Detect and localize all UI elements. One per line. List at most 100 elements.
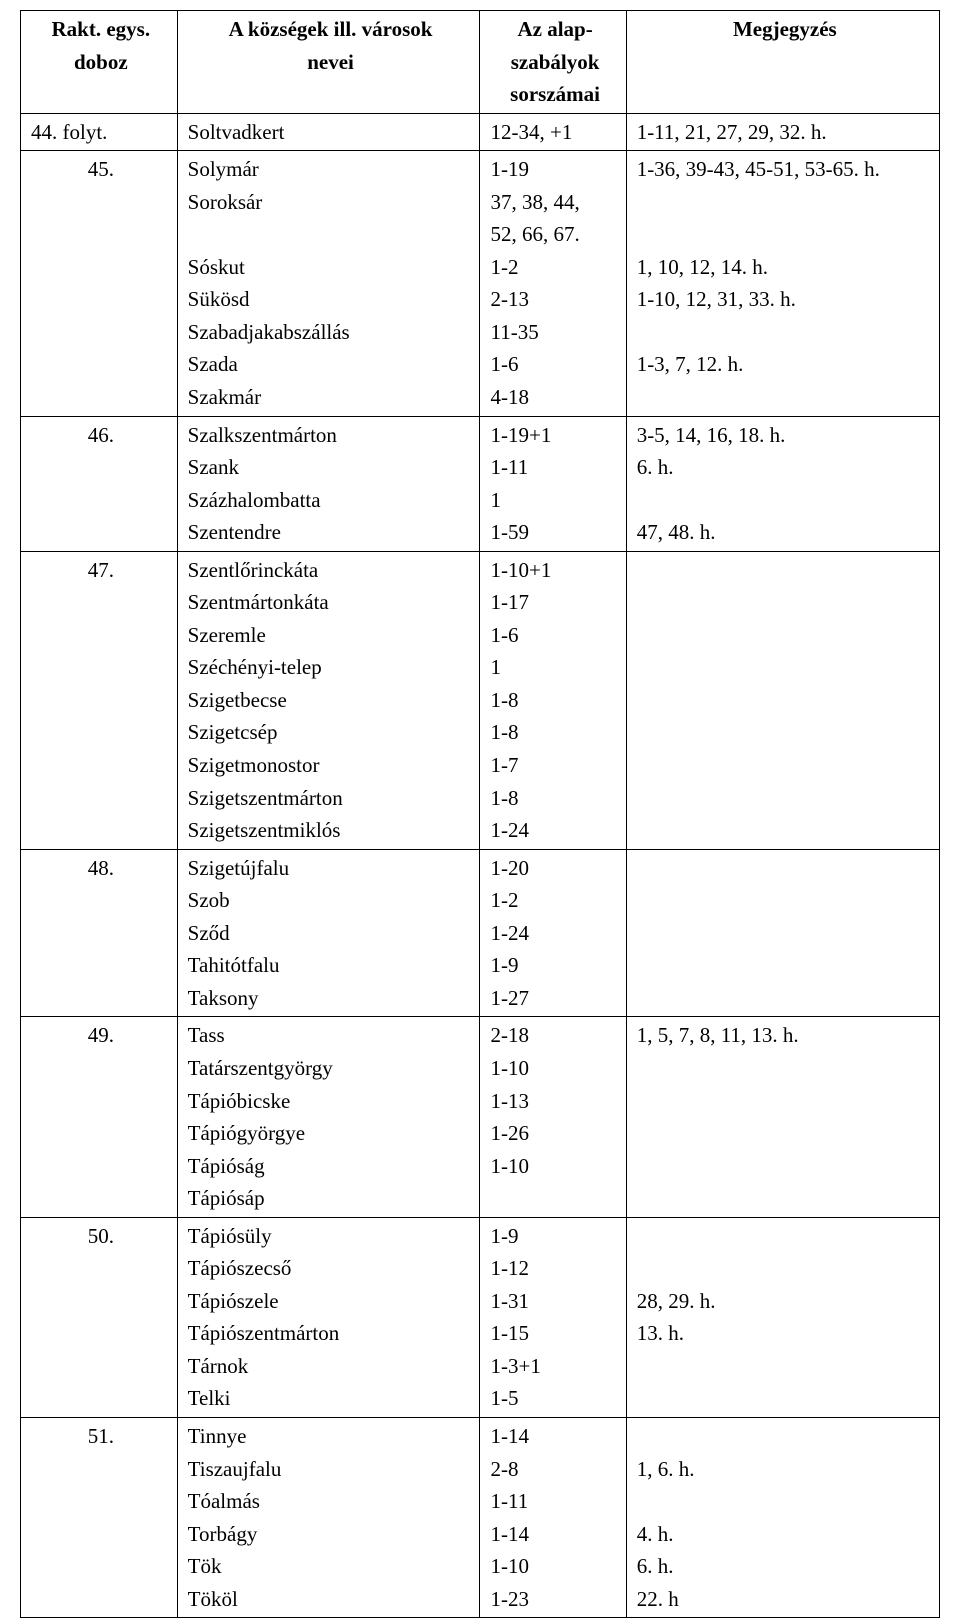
cell-numbers-line: 1-26 xyxy=(490,1117,619,1150)
cell-numbers-line: 37, 38, 44, xyxy=(490,186,619,219)
cell-names: SolymárSoroksár SóskutSükösdSzabadjakabs… xyxy=(177,151,480,416)
cell-numbers: 1-91-121-311-151-3+11-5 xyxy=(480,1217,626,1417)
cell-notes-line xyxy=(637,651,933,684)
cell-notes-line: 1, 5, 7, 8, 11, 13. h. xyxy=(637,1019,933,1052)
cell-names-line: Tápiószentmárton xyxy=(188,1317,474,1350)
cell-numbers: 2-181-101-131-261-10 xyxy=(480,1017,626,1217)
cell-numbers-line: 1-13 xyxy=(490,1085,619,1118)
table-row: 50.TápiósülyTápiószecsőTápiószeleTápiósz… xyxy=(21,1217,940,1417)
cell-numbers: 1-142-81-111-141-101-23 xyxy=(480,1417,626,1617)
table-row: 45.SolymárSoroksár SóskutSükösdSzabadjak… xyxy=(21,151,940,416)
cell-names-line: Szabadjakabszállás xyxy=(188,316,474,349)
cell-notes-line: 4. h. xyxy=(637,1518,933,1551)
cell-names-line: Tápióbicske xyxy=(188,1085,474,1118)
cell-names-line: Soltvadkert xyxy=(188,116,474,149)
cell-names-line: Tápiósüly xyxy=(188,1220,474,1253)
cell-notes-line xyxy=(637,1182,933,1215)
cell-notes-line: 1-11, 21, 27, 29, 32. h. xyxy=(637,116,933,149)
cell-numbers-line: 1-19 xyxy=(490,153,619,186)
table-row: 47.SzentlőrinckátaSzentmártonkátaSzereml… xyxy=(21,551,940,849)
cell-numbers-line: 4-18 xyxy=(490,381,619,414)
cell-names-line: Torbágy xyxy=(188,1518,474,1551)
cell-numbers-line: 1-23 xyxy=(490,1583,619,1616)
cell-numbers-line: 1-20 xyxy=(490,852,619,885)
cell-notes-line xyxy=(637,852,933,885)
cell-notes-line: 1-3, 7, 12. h. xyxy=(637,348,933,381)
cell-notes-line xyxy=(637,381,933,414)
cell-notes-line xyxy=(637,814,933,847)
table-row: 51.TinnyeTiszaujfaluTóalmásTorbágyTökTök… xyxy=(21,1417,940,1617)
cell-notes-line: 47, 48. h. xyxy=(637,516,933,549)
cell-notes-line xyxy=(637,684,933,717)
cell-numbers-line: 1-8 xyxy=(490,684,619,717)
table-row: 46.SzalkszentmártonSzankSzázhalombattaSz… xyxy=(21,416,940,551)
cell-numbers-line: 1-24 xyxy=(490,814,619,847)
cell-notes: 1, 5, 7, 8, 11, 13. h. xyxy=(626,1017,939,1217)
cell-notes: 1-11, 21, 27, 29, 32. h. xyxy=(626,113,939,151)
cell-notes-line xyxy=(637,949,933,982)
cell-names-line: Soroksár xyxy=(188,186,474,219)
cell-names-line: Tápiószele xyxy=(188,1285,474,1318)
cell-names-line: Tahitótfalu xyxy=(188,949,474,982)
cell-notes-line: 6. h. xyxy=(637,451,933,484)
cell-notes-line: 1, 10, 12, 14. h. xyxy=(637,251,933,284)
cell-numbers: 1-19+11-1111-59 xyxy=(480,416,626,551)
cell-names-line: Szeremle xyxy=(188,619,474,652)
table-row: 44. folyt.Soltvadkert12-34, +11-11, 21, … xyxy=(21,113,940,151)
cell-notes-line xyxy=(637,1252,933,1285)
cell-numbers-line: 11-35 xyxy=(490,316,619,349)
cell-numbers: 12-34, +1 xyxy=(480,113,626,151)
cell-notes-line xyxy=(637,484,933,517)
cell-notes-line xyxy=(637,1350,933,1383)
cell-names-line: Szentendre xyxy=(188,516,474,549)
cell-names: SzigetújfaluSzobSződTahitótfaluTaksony xyxy=(177,849,480,1017)
cell-notes-line: 6. h. xyxy=(637,1550,933,1583)
cell-box: 48. xyxy=(21,849,178,1017)
cell-box: 50. xyxy=(21,1217,178,1417)
archive-table: Rakt. egys. doboz A községek ill. városo… xyxy=(20,10,940,1618)
cell-numbers-line: 1-11 xyxy=(490,451,619,484)
cell-notes: 3-5, 14, 16, 18. h.6. h. 47, 48. h. xyxy=(626,416,939,551)
cell-numbers-line: 1-19+1 xyxy=(490,419,619,452)
cell-names-line: Telki xyxy=(188,1382,474,1415)
cell-notes-line xyxy=(637,1420,933,1453)
cell-numbers-line: 1-11 xyxy=(490,1485,619,1518)
cell-names: TassTatárszentgyörgyTápióbicskeTápiógyör… xyxy=(177,1017,480,1217)
cell-names-line: Tatárszentgyörgy xyxy=(188,1052,474,1085)
cell-names-line: Szakmár xyxy=(188,381,474,414)
cell-names-line: Szigetcsép xyxy=(188,716,474,749)
cell-numbers-line: 1-14 xyxy=(490,1518,619,1551)
cell-notes-line: 28, 29. h. xyxy=(637,1285,933,1318)
cell-names-line xyxy=(188,218,474,251)
cell-notes-line xyxy=(637,554,933,587)
cell-names-line: Szob xyxy=(188,884,474,917)
header-row: Rakt. egys. doboz A községek ill. városo… xyxy=(21,11,940,114)
cell-numbers-line: 1-15 xyxy=(490,1317,619,1350)
cell-names-line: Tóalmás xyxy=(188,1485,474,1518)
cell-numbers-line: 1-8 xyxy=(490,782,619,815)
cell-names: TápiósülyTápiószecsőTápiószeleTápiószent… xyxy=(177,1217,480,1417)
cell-numbers-line: 1-17 xyxy=(490,586,619,619)
cell-notes-line: 1-10, 12, 31, 33. h. xyxy=(637,283,933,316)
cell-numbers-line: 1-6 xyxy=(490,619,619,652)
header-text: Megjegyzés xyxy=(733,17,837,41)
cell-names-line: Tinnye xyxy=(188,1420,474,1453)
cell-numbers: 1-10+11-171-611-81-81-71-81-24 xyxy=(480,551,626,849)
cell-numbers-line: 1-10 xyxy=(490,1150,619,1183)
cell-notes xyxy=(626,849,939,1017)
cell-numbers: 1-1937, 38, 44,52, 66, 67.1-22-1311-351-… xyxy=(480,151,626,416)
cell-numbers: 1-201-21-241-91-27 xyxy=(480,849,626,1017)
cell-names: TinnyeTiszaujfaluTóalmásTorbágyTökTököl xyxy=(177,1417,480,1617)
cell-notes-line xyxy=(637,716,933,749)
cell-names-line: Szigetszentmiklós xyxy=(188,814,474,847)
cell-names-line: Szigetújfalu xyxy=(188,852,474,885)
cell-numbers-line: 1-6 xyxy=(490,348,619,381)
cell-numbers-line: 1-27 xyxy=(490,982,619,1015)
cell-numbers-line: 1-9 xyxy=(490,949,619,982)
header-text: Rakt. egys. xyxy=(31,13,171,46)
header-numbers: Az alap- szabályok sorszámai xyxy=(480,11,626,114)
table-row: 49.TassTatárszentgyörgyTápióbicskeTápióg… xyxy=(21,1017,940,1217)
cell-notes-line xyxy=(637,586,933,619)
cell-numbers-line: 1-5 xyxy=(490,1382,619,1415)
cell-names: SzalkszentmártonSzankSzázhalombattaSzent… xyxy=(177,416,480,551)
